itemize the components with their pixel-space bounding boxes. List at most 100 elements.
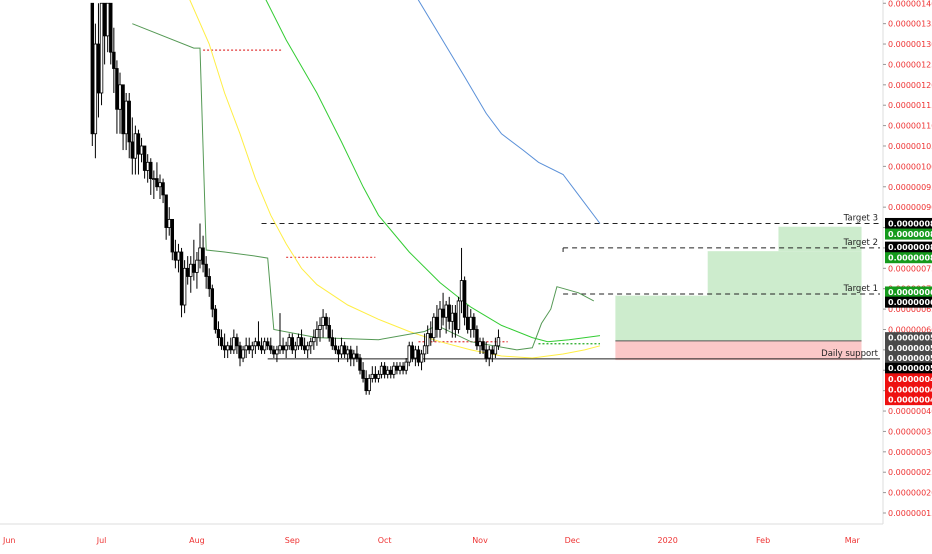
candle-up (250, 345, 255, 351)
candle-down (475, 329, 479, 347)
candle-down (149, 161, 153, 180)
candle-up (425, 333, 430, 347)
price-tick-label: 0.00000110 (888, 122, 932, 131)
candle-down (201, 247, 205, 265)
price-label-text: 0.00000069 (888, 298, 932, 307)
candle-down (170, 218, 175, 253)
candle-down (472, 316, 476, 330)
price-labels: 0.00000086 0.00000086 0.00000080 0.00000080… (885, 217, 932, 406)
candle-down (416, 349, 421, 363)
candle-up (105, 2, 110, 37)
time-tick-label: Sep (285, 536, 300, 545)
candle-down (136, 133, 141, 155)
candle-down (164, 194, 168, 228)
candle-down (302, 345, 307, 351)
candle-down (453, 312, 458, 330)
candle-up (118, 84, 122, 110)
candle-up (284, 345, 288, 351)
candle-up (139, 145, 144, 155)
price-tick-label: 0.00000135 (888, 20, 932, 29)
price-label-box (885, 342, 932, 354)
price-label-box (885, 228, 932, 240)
price-tick-label: 0.00000040 (888, 407, 932, 416)
price-label-text: 0.00000080 (888, 243, 932, 252)
candle-down (142, 145, 147, 171)
price-label-box (885, 362, 932, 374)
price-tick-label: 0.00000015 (888, 509, 932, 518)
time-axis[interactable]: Jun Jul Aug Sep Oct Nov Dec 2020 Feb Mar (0, 523, 883, 545)
price-tick-label: 0.00000035 (888, 427, 932, 436)
candle-down (235, 337, 239, 347)
candle-down (210, 288, 215, 310)
candle-up (262, 341, 267, 351)
price-label-text: 0.00000080 (888, 254, 932, 263)
price-label-text: 0.00000055 (888, 354, 932, 363)
price-tick-label: 0.00000065 (888, 305, 932, 314)
time-tick-label: Mar (845, 536, 861, 545)
candle-up (376, 373, 381, 379)
price-label-box (885, 217, 932, 229)
candle-down (259, 345, 264, 351)
candle-down (484, 349, 488, 359)
candle-down (441, 308, 445, 318)
candle-down (435, 316, 439, 330)
candle-down (281, 345, 285, 351)
candle-up (478, 341, 482, 347)
candles (90, 2, 501, 395)
candle-down (216, 329, 221, 339)
candle-up (158, 182, 162, 188)
daily-support-label: Daily support (821, 349, 879, 359)
candle-down (247, 345, 251, 351)
price-tick-label: 0.00000090 (888, 203, 932, 212)
candle-down (358, 357, 362, 371)
candle-up (99, 2, 104, 94)
candle-down (204, 263, 208, 277)
price-label-box (885, 394, 932, 406)
candle-up (487, 349, 491, 359)
trade-zones (615, 226, 862, 361)
candle-down (109, 2, 113, 53)
candle-down (324, 316, 328, 326)
candle-up (225, 345, 230, 351)
moving-averages (132, 0, 601, 359)
candle-up (244, 345, 248, 351)
stop-zone (615, 340, 862, 361)
price-tick-label: 0.00000060 (888, 325, 932, 334)
candle-down (330, 337, 335, 347)
moving-average-1 (189, 0, 601, 359)
candle-up (253, 341, 258, 347)
candle-down (333, 345, 338, 351)
candle-down (272, 349, 276, 355)
price-tick-label: 0.00000120 (888, 81, 932, 90)
candle-down (373, 373, 378, 379)
moving-average-3 (417, 0, 601, 224)
candle-up (459, 280, 464, 302)
candle-up (309, 341, 313, 347)
candle-down (290, 337, 295, 351)
candle-down (299, 337, 304, 347)
candle-down (490, 349, 495, 355)
candle-up (493, 345, 498, 355)
time-tick-label: Nov (472, 536, 488, 545)
candle-up (419, 353, 424, 363)
candle-up (496, 337, 501, 347)
candle-up (198, 247, 202, 261)
candle-up (339, 345, 344, 355)
candle-up (315, 329, 319, 339)
candle-down (349, 349, 353, 359)
candle-down (462, 280, 467, 318)
candle-up (133, 133, 138, 159)
price-label-box (885, 352, 932, 364)
target-3-label: Target 3 (843, 213, 878, 223)
candle-up (469, 316, 473, 330)
candle-up (152, 178, 156, 181)
candle-up (318, 325, 322, 330)
candle-up (145, 161, 150, 171)
price-label-box (885, 296, 932, 308)
candle-down (102, 2, 107, 37)
candle-up (195, 259, 199, 273)
price-label-text: 0.00000048 (888, 396, 932, 405)
candle-down (389, 369, 393, 375)
